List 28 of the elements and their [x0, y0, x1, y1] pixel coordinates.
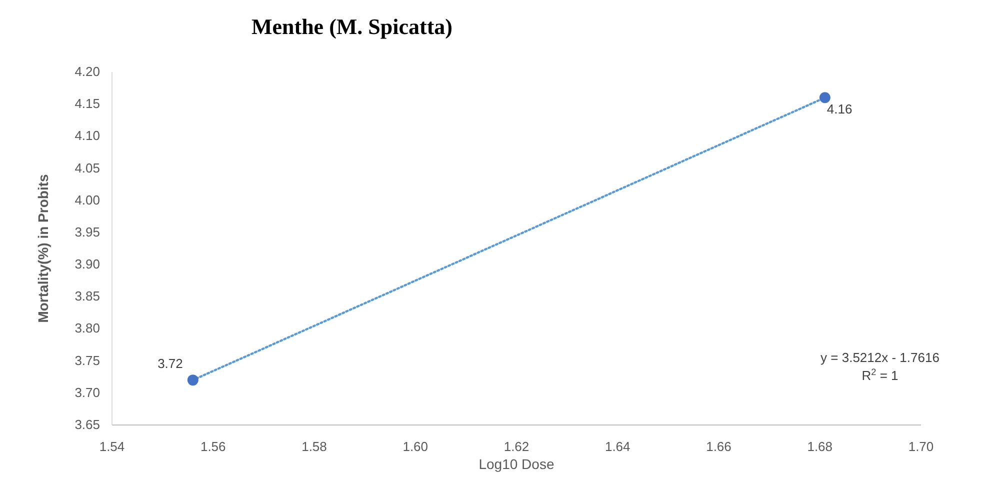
data-label: 3.72: [158, 356, 183, 372]
y-tick-label: 4.20: [74, 64, 100, 79]
y-tick-label: 3.70: [74, 384, 100, 400]
chart-title: Menthe (M. Spicatta): [251, 14, 453, 39]
y-tick-label: 3.80: [74, 320, 100, 336]
y-tick-label: 4.05: [74, 160, 100, 176]
x-axis-title: Log10 Dose: [478, 456, 554, 472]
y-tick-label: 3.75: [74, 352, 100, 368]
x-tick-label: 1.54: [99, 439, 125, 454]
x-tick-label: 1.56: [200, 439, 226, 454]
data-label: 4.16: [826, 102, 852, 117]
y-tick-label: 4.15: [74, 96, 100, 112]
y-tick-label: 3.90: [74, 256, 100, 272]
x-tick-label: 1.66: [706, 439, 732, 454]
y-axis-title: Mortality(%) in Probits: [35, 174, 51, 323]
annotation: R$^{2}$ = 1: [862, 367, 898, 383]
y-tick-label: 3.85: [74, 288, 100, 304]
y-tick-label: 3.95: [74, 224, 100, 240]
annotation: y = 3.5212x - 1.7616: [820, 350, 940, 365]
x-tick-label: 1.68: [807, 439, 833, 454]
x-tick-label: 1.60: [402, 439, 428, 454]
x-tick-label: 1.64: [604, 439, 630, 454]
x-tick-label: 1.70: [908, 439, 934, 454]
y-tick-label: 4.00: [74, 192, 100, 208]
y-tick-label: 4.10: [74, 128, 100, 144]
x-tick-label: 1.62: [504, 439, 530, 454]
x-tick-label: 1.58: [302, 439, 327, 454]
y-tick-label: 3.65: [74, 417, 100, 432]
